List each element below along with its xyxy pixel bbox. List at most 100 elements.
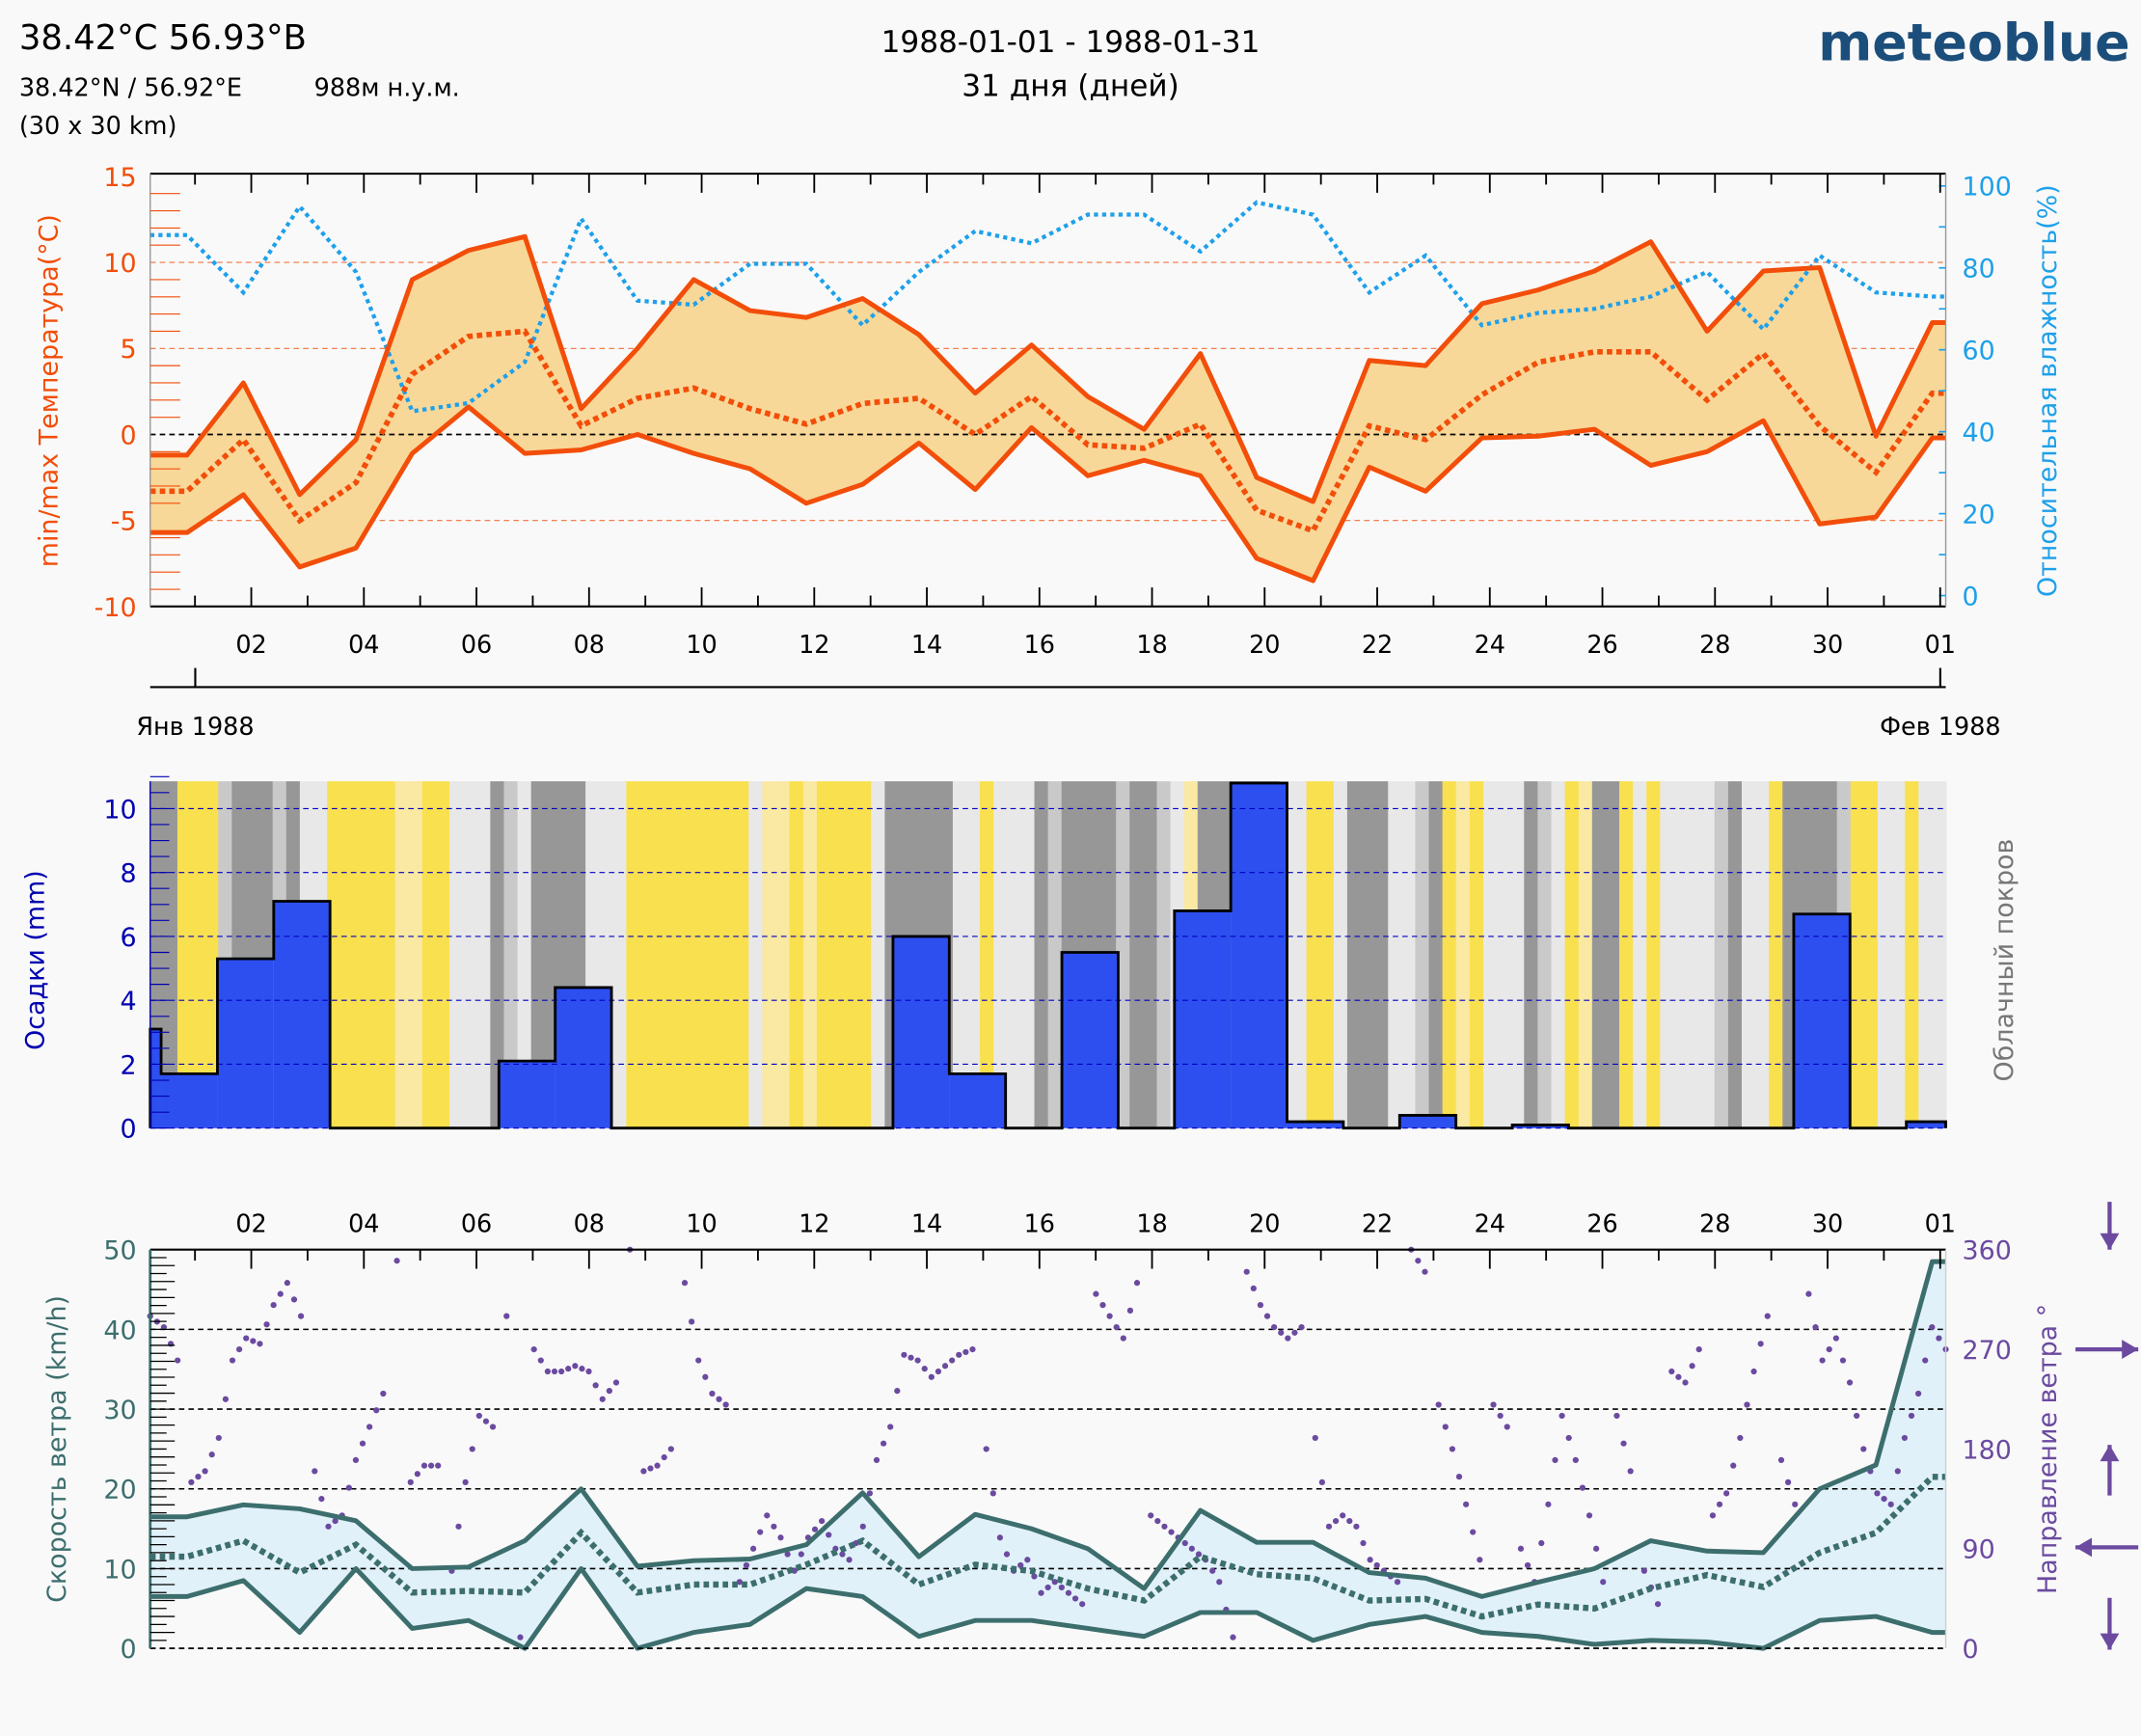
precipitation-bar <box>1174 910 1232 1128</box>
wind-direction-point <box>250 1338 257 1344</box>
wind-direction-point <box>996 1534 1004 1541</box>
wind-direction-point <box>949 1357 956 1364</box>
wind-direction-point <box>592 1382 599 1389</box>
cloud-cover-segment <box>721 781 737 1128</box>
humidity-tick-label: 40 <box>1963 419 1995 448</box>
temp-day-label: 16 <box>1024 631 1055 660</box>
wind-speed-tick-label: 0 <box>120 1635 136 1665</box>
wind-direction-point <box>1230 1634 1236 1641</box>
precipitation-outline <box>149 781 1947 1130</box>
cloud-cover-segment <box>639 781 655 1128</box>
wind-direction-point <box>1600 1579 1607 1586</box>
wind-direction-point <box>612 1379 620 1386</box>
cloud-cover-segment <box>1727 781 1743 1128</box>
temperature-tick-label: 0 <box>120 420 136 450</box>
precipitation-bar <box>1287 1122 1343 1128</box>
cloud-cover-segment <box>653 781 668 1128</box>
cloud-cover-segment <box>1646 781 1662 1128</box>
wind-direction-point <box>188 1478 195 1485</box>
wind-direction-point <box>1894 1468 1901 1475</box>
wind-direction-point <box>312 1468 318 1475</box>
wind-top-day-label: 16 <box>1024 1209 1055 1238</box>
wind-top-day-label: 08 <box>574 1209 605 1238</box>
wind-top-day-label: 12 <box>799 1209 829 1238</box>
cloud-cover-segment <box>1700 781 1716 1128</box>
wind-top-day-label: 28 <box>1699 1209 1730 1238</box>
location-title: 38.42°C 56.93°B <box>19 18 307 58</box>
wind-direction-point <box>503 1313 510 1319</box>
wind-speed-tick-label: 30 <box>103 1396 136 1425</box>
wind-direction-point <box>1565 1434 1572 1442</box>
wind-direction-point <box>1291 1329 1298 1336</box>
wind-direction-point <box>1682 1379 1689 1386</box>
wind-direction-point <box>489 1424 497 1430</box>
cloud-cover-segment <box>1660 781 1675 1128</box>
wind-direction-point <box>709 1390 716 1397</box>
wind-direction-point <box>236 1345 243 1353</box>
cloud-cover-segment <box>394 781 410 1128</box>
cloud-cover-segment <box>1905 781 1920 1128</box>
temp-day-label: 20 <box>1249 631 1280 660</box>
wind-direction-point <box>1285 1335 1291 1342</box>
wind-direction-point <box>579 1366 585 1372</box>
cloud-cover-segment <box>857 781 873 1128</box>
wind-direction-point <box>1668 1368 1675 1375</box>
wind-max-line <box>149 1259 1946 1599</box>
cloud-cover-segment <box>1346 781 1362 1128</box>
wind-direction-point <box>318 1495 325 1503</box>
wind-direction-point <box>1340 1512 1346 1519</box>
wind-direction-point <box>1654 1601 1662 1608</box>
precipitation-tick-label: 6 <box>120 923 136 953</box>
precipitation-axis-label: Осадки (mm) <box>20 870 50 1050</box>
wind-direction-point <box>1730 1462 1737 1469</box>
wind-direction-point <box>208 1451 215 1458</box>
wind-direction-point <box>1161 1523 1168 1530</box>
wind-direction-point <box>557 1368 565 1375</box>
wind-direction-point <box>887 1424 894 1430</box>
cloud-cover-segment <box>693 781 709 1128</box>
wind-direction-point <box>1689 1363 1695 1370</box>
precipitation-bar <box>161 1073 218 1128</box>
cloud-cover-segment <box>612 781 628 1128</box>
wind-direction-point <box>1216 1579 1223 1586</box>
wind-direction-point <box>1826 1345 1832 1353</box>
precipitation-bar <box>1231 782 1287 1128</box>
wind-direction-point <box>1017 1561 1024 1569</box>
wind-direction-point <box>873 1456 881 1464</box>
precipitation-tick-label: 0 <box>120 1115 136 1145</box>
cloud-cover-segment <box>1333 781 1348 1128</box>
wind-direction-point <box>1854 1412 1860 1420</box>
precipitation-bar <box>555 987 612 1128</box>
wind-direction-point <box>880 1440 887 1447</box>
date-range: 1988-01-01 - 1988-01-31 <box>881 25 1260 60</box>
temp-day-label: 06 <box>461 631 492 660</box>
cloud-cover-segment <box>1850 781 1865 1128</box>
temp-day-label: 26 <box>1586 631 1617 660</box>
cloud-cover-segment <box>816 781 831 1128</box>
wind-direction-point <box>257 1341 263 1347</box>
temp-day-label: 10 <box>686 631 717 660</box>
cloud-cover-segment <box>626 781 641 1128</box>
cloud-cover-segment <box>980 781 995 1128</box>
wind-direction-point <box>1263 1313 1271 1319</box>
wind-direction-point <box>784 1551 791 1558</box>
wind-direction-tick-label: 90 <box>1963 1535 1995 1565</box>
precipitation-bar <box>273 901 331 1128</box>
wind-direction-point <box>366 1424 373 1430</box>
cloud-cover-segment <box>1292 781 1308 1128</box>
wind-direction-tick-label: 360 <box>1963 1236 2012 1266</box>
temperature-axis-label: min/max Температура(°C) <box>34 214 64 567</box>
wind-direction-point <box>1360 1539 1367 1547</box>
wind-direction-point <box>1449 1446 1456 1452</box>
wind-direction-point <box>345 1484 352 1491</box>
cloud-cover-segment <box>1591 781 1607 1128</box>
temp-day-label: 02 <box>235 631 266 660</box>
month-axis <box>149 667 1946 689</box>
cloud-cover-segment <box>1932 781 1947 1128</box>
cloud-cover-segment <box>435 781 450 1128</box>
wind-direction-point <box>1477 1557 1483 1563</box>
wind-speed-tick-label: 40 <box>103 1316 136 1345</box>
wind-direction-point <box>1394 1579 1401 1586</box>
wind-direction-point <box>702 1373 709 1380</box>
